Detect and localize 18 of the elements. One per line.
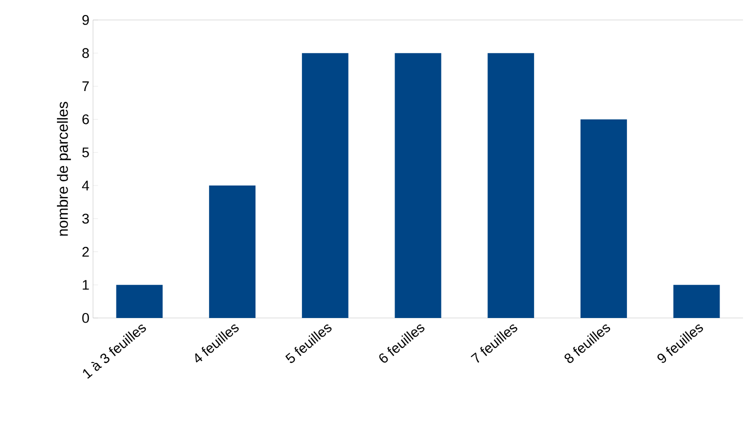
bar	[116, 284, 163, 318]
y-tick-label: 5	[82, 148, 89, 158]
y-tick-label: 4	[82, 180, 90, 190]
y-tick-label: 9	[82, 15, 89, 25]
y-tick-label: 1	[82, 280, 89, 290]
y-tick-label: 2	[82, 246, 89, 257]
bar	[673, 284, 720, 318]
y-tick-label: 6	[82, 114, 89, 124]
y-tick-label: 7	[82, 81, 89, 92]
bar	[209, 186, 256, 318]
bar	[394, 53, 442, 318]
y-tick-label: 8	[82, 48, 89, 58]
y-tick-label: 0	[82, 313, 89, 323]
bar	[580, 119, 627, 318]
y-tick-label: 3	[82, 214, 89, 224]
y-axis-title: nombre de parcelles	[56, 102, 71, 236]
bar	[302, 53, 348, 318]
bar	[488, 53, 534, 318]
